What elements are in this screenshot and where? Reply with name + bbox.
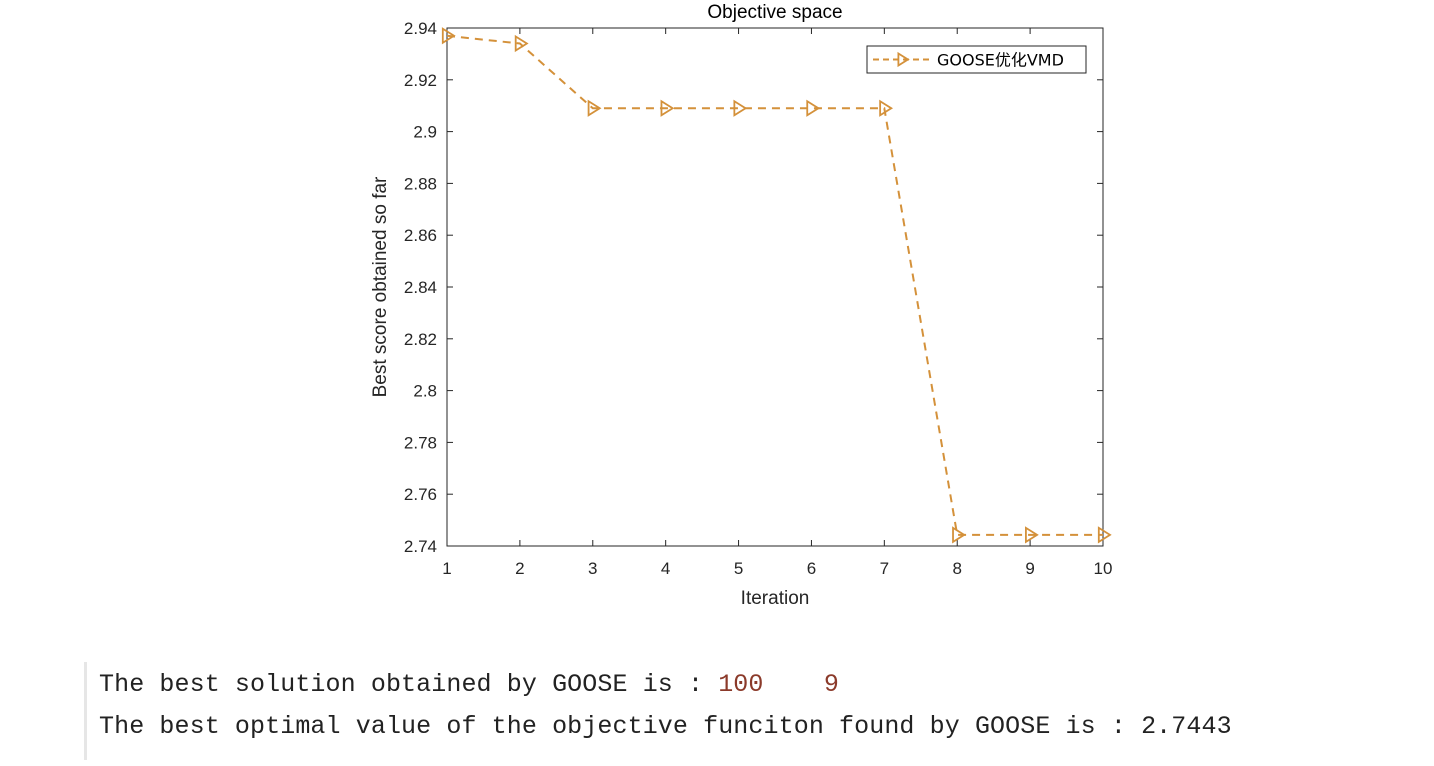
y-tick-label: 2.84 (404, 278, 437, 297)
data-point-marker (660, 99, 675, 117)
data-point-marker (587, 99, 602, 117)
x-tick-label: 1 (442, 559, 451, 578)
x-tick-label: 10 (1094, 559, 1113, 578)
y-tick-label: 2.74 (404, 537, 437, 556)
data-point-marker (1025, 526, 1039, 544)
y-axis: 2.74 2.76 2.78 2.8 2.82 2.84 2.86 2.88 2.9 2.92 2.… (404, 19, 1103, 556)
x-tick-label: 8 (952, 559, 961, 578)
x-tick-label: 5 (734, 559, 743, 578)
y-tick-label: 2.86 (404, 226, 437, 245)
y-tick-label: 2.76 (404, 485, 437, 504)
best-value-text: The best optimal value of the objective … (99, 712, 1142, 741)
x-tick-label: 2 (515, 559, 524, 578)
series-markers (441, 27, 1112, 544)
legend-label: GOOSE优化VMD (937, 51, 1064, 70)
best-solution-values: 100 9 (718, 670, 840, 699)
data-point-marker (733, 99, 748, 117)
data-point-marker (1097, 526, 1112, 544)
best-solution-text: The best solution obtained by GOOSE is : (99, 670, 719, 699)
x-axis: 1 2 3 4 5 6 7 8 9 10 (442, 28, 1112, 578)
y-tick-label: 2.88 (404, 174, 437, 193)
best-solution-line: The best solution obtained by GOOSE is :… (99, 670, 839, 699)
x-tick-label: 9 (1025, 559, 1034, 578)
best-value-line: The best optimal value of the objective … (99, 712, 1232, 741)
command-window-output: The best solution obtained by GOOSE is :… (84, 662, 1427, 760)
y-axis-label: Best score obtained so far (370, 176, 391, 397)
x-tick-label: 7 (880, 559, 889, 578)
series-line (446, 34, 1103, 536)
x-tick-label: 3 (588, 559, 597, 578)
x-axis-label: Iteration (741, 588, 810, 609)
data-point-marker (441, 27, 456, 45)
y-tick-label: 2.82 (404, 330, 437, 349)
data-point-marker (952, 526, 966, 544)
data-point-marker (879, 99, 894, 117)
x-tick-label: 6 (807, 559, 816, 578)
plot-area (446, 27, 1104, 547)
data-point-marker (806, 99, 821, 117)
x-tick-label: 4 (661, 559, 670, 578)
legend: GOOSE优化VMD (866, 45, 1087, 74)
data-point-marker (514, 34, 529, 53)
best-value-number: 2.7443 (1141, 712, 1232, 741)
y-tick-label: 2.9 (413, 123, 437, 142)
y-tick-label: 2.8 (413, 382, 437, 401)
chart-title: Objective space (707, 2, 842, 23)
y-tick-label: 2.92 (404, 71, 437, 90)
legend-triangle-marker-icon (897, 51, 910, 68)
objective-space-chart: 2.74 2.76 2.78 2.8 2.82 2.84 2.86 2.88 2.9 2.92 2.… (370, 2, 1112, 609)
y-tick-label: 2.78 (404, 433, 437, 452)
y-tick-label: 2.94 (404, 19, 437, 38)
